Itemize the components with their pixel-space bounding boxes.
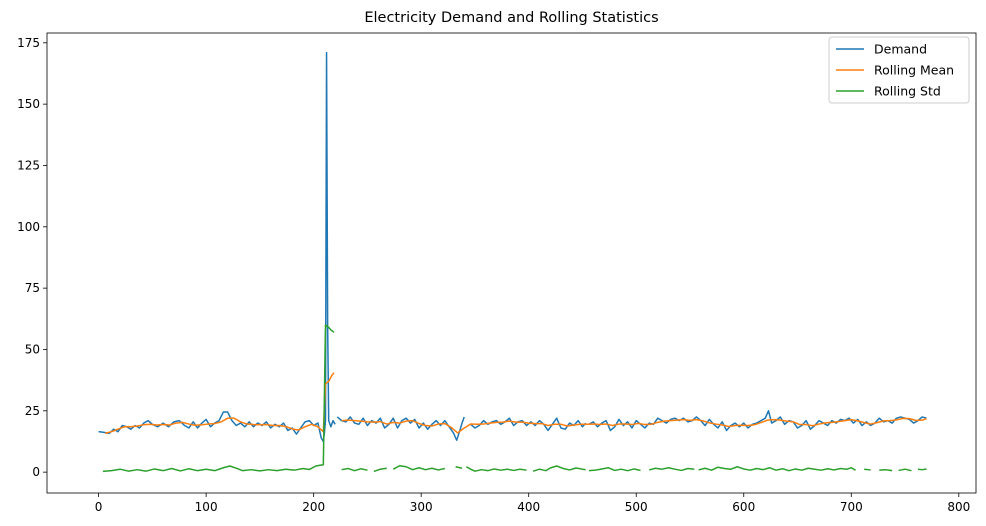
series-line-rolling-std [102, 324, 927, 473]
axes: 0 100 200 300 400 500 600 700 800 0 25 50 75 100 125 15… [17, 32, 977, 514]
x-tick-label: 600 [732, 500, 755, 514]
x-tick-label: 300 [410, 500, 433, 514]
x-tick-label: 0 [95, 500, 103, 514]
y-tick-label: 125 [17, 158, 40, 172]
axes-frame [46, 32, 977, 494]
legend-box [828, 36, 970, 104]
y-tick-label: 150 [17, 97, 40, 111]
chart-title: Electricity Demand and Rolling Statistic… [364, 10, 658, 26]
x-tick-label: 400 [517, 500, 540, 514]
x-tick-label: 500 [625, 500, 648, 514]
legend: Demand Rolling Mean Rolling Std [828, 36, 970, 104]
series-line-rolling-mean [104, 372, 927, 435]
x-tick-label: 800 [947, 500, 970, 514]
y-tick-label: 75 [25, 281, 40, 295]
legend-label-demand: Demand [874, 42, 927, 57]
legend-label-rolling-std: Rolling Std [874, 84, 941, 99]
plot-area [98, 51, 927, 473]
series-line-demand [98, 51, 927, 443]
x-tick-label: 100 [195, 500, 218, 514]
y-tick-label: 175 [17, 36, 40, 50]
x-tick-label: 200 [302, 500, 325, 514]
y-tick-label: 100 [17, 220, 40, 234]
x-tick-label: 700 [840, 500, 863, 514]
y-tick-label: 25 [25, 404, 40, 418]
legend-label-rolling-mean: Rolling Mean [874, 63, 954, 78]
y-tick-label: 50 [25, 342, 40, 356]
y-tick-label: 0 [32, 465, 40, 479]
